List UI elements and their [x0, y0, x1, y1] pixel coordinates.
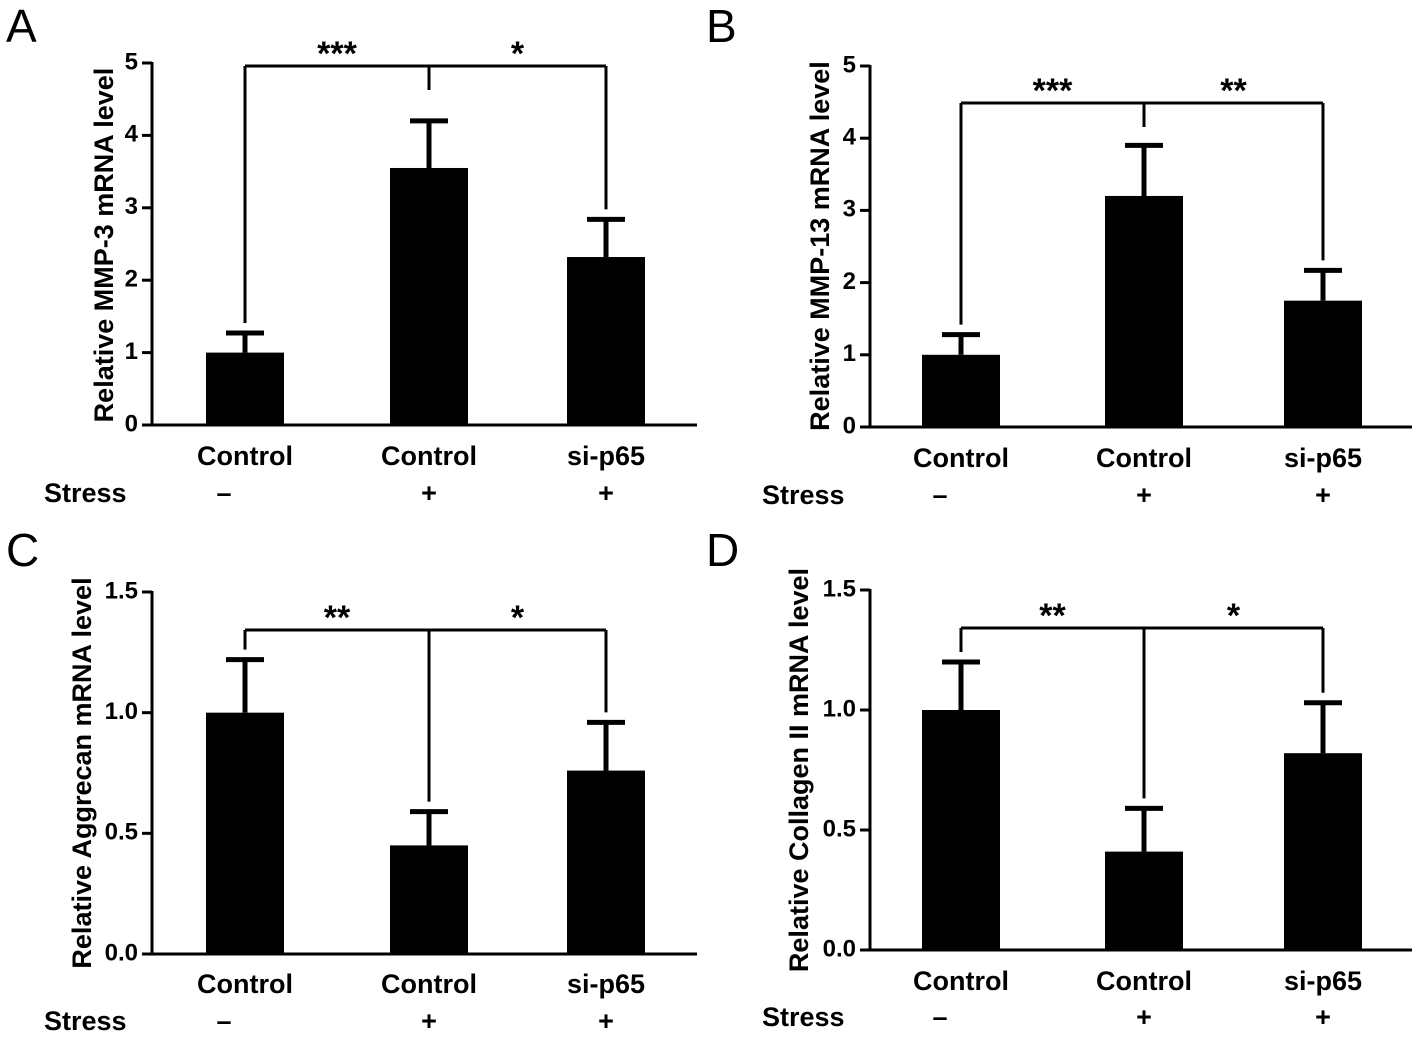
y-tick-label: 0.0 [823, 935, 856, 962]
stress-value: + [1315, 1002, 1331, 1032]
y-axis-label: Relative MMP-3 mRNA level [89, 68, 119, 423]
x-category-label: si-p65 [1284, 443, 1362, 473]
bar [567, 257, 645, 425]
panel-label-b: B [706, 0, 737, 52]
stress-value: + [1136, 480, 1152, 510]
stress-label: Stress [44, 478, 127, 508]
y-tick-label: 4 [843, 124, 857, 151]
y-tick-label: 1 [125, 338, 138, 365]
stress-label: Stress [44, 1006, 127, 1034]
panel-label-c: C [6, 524, 39, 576]
y-tick-label: 0.5 [105, 819, 138, 846]
y-tick-label: 0 [125, 410, 138, 437]
stress-label: Stress [762, 1002, 845, 1032]
y-tick-label: 2 [843, 268, 856, 295]
significance-label: * [511, 35, 525, 73]
x-category-label: Control [1096, 966, 1192, 996]
significance-label: ** [1220, 72, 1247, 110]
stress-value: – [216, 1006, 231, 1034]
y-tick-label: 1 [843, 340, 856, 367]
x-category-label: Control [1096, 443, 1192, 473]
y-tick-label: 4 [125, 121, 139, 148]
y-tick-label: 5 [125, 48, 138, 75]
stress-value: + [421, 1006, 437, 1034]
x-category-label: si-p65 [1284, 966, 1362, 996]
bar [1284, 300, 1362, 427]
bar [390, 167, 468, 426]
x-category-label: Control [381, 969, 477, 999]
panel-d: D Relative Collagen II mRNA level 0.0 0.5 1.… [706, 524, 1412, 1032]
y-axis-label: Relative Collagen II mRNA level [784, 568, 814, 972]
y-tick-label: 3 [843, 196, 856, 223]
bar [206, 352, 284, 425]
stress-value: + [598, 478, 614, 508]
x-category-label: Control [913, 443, 1009, 473]
x-category-label: si-p65 [567, 441, 645, 471]
bar [922, 710, 1000, 950]
y-tick-label: 1.5 [105, 577, 138, 604]
stress-value: – [932, 1002, 947, 1032]
x-category-label: Control [197, 969, 293, 999]
stress-value: + [1136, 1002, 1152, 1032]
stress-value: + [598, 1006, 614, 1034]
y-tick-label: 0.5 [823, 815, 856, 842]
significance-label: *** [1033, 72, 1073, 110]
significance-label: * [1227, 597, 1241, 635]
stress-value: + [421, 478, 437, 508]
y-tick-label: 1.5 [823, 575, 856, 602]
stress-value: – [932, 480, 947, 510]
y-tick-label: 1.0 [823, 695, 856, 722]
panel-b: B Relative MMP-13 mRNA level 0 1 2 3 4 5 Control… [706, 0, 1412, 510]
bar [1284, 753, 1362, 950]
y-axis-label: Relative Aggrecan mRNA level [67, 577, 97, 968]
significance-label: * [511, 599, 525, 637]
stress-value: – [216, 478, 231, 508]
bar [206, 712, 284, 954]
significance-label: ** [324, 599, 351, 637]
x-category-label: Control [913, 966, 1009, 996]
bar [1105, 851, 1183, 950]
x-category-label: Control [381, 441, 477, 471]
y-tick-label: 1.0 [105, 698, 138, 725]
y-tick-label: 2 [125, 266, 138, 293]
significance-label: ** [1039, 597, 1066, 635]
panel-label-d: D [706, 524, 739, 576]
x-category-label: Control [197, 441, 293, 471]
bar [390, 845, 468, 954]
y-axis-label: Relative MMP-13 mRNA level [805, 61, 835, 431]
stress-label: Stress [762, 480, 845, 510]
stress-value: + [1315, 480, 1331, 510]
bar [1105, 195, 1183, 427]
y-tick-label: 0.0 [105, 939, 138, 966]
bar [922, 354, 1000, 427]
x-category-label: si-p65 [567, 969, 645, 999]
bar [567, 770, 645, 954]
significance-label: *** [317, 35, 357, 73]
y-tick-label: 3 [125, 193, 138, 220]
panel-c: C Relative Aggrecan mRNA level 0.0 0.5 1.0 1.… [6, 524, 697, 1036]
panel-label-a: A [6, 0, 37, 52]
y-tick-label: 5 [843, 51, 856, 78]
y-tick-label: 0 [843, 412, 856, 439]
